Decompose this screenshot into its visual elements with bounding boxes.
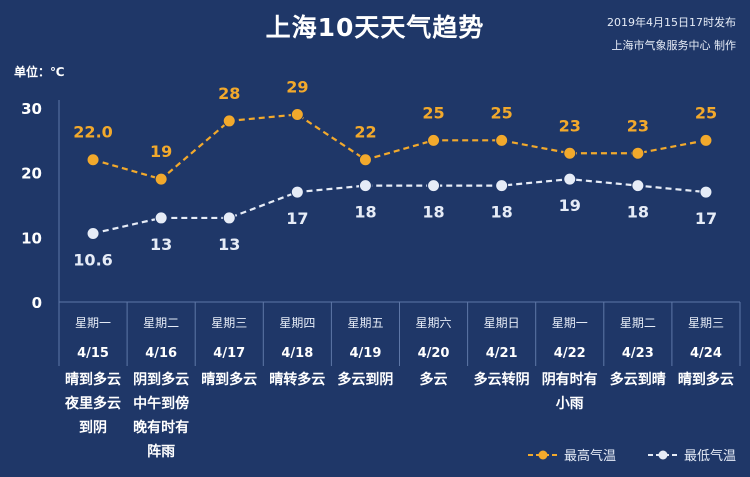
- weather-description: 多云: [419, 372, 448, 388]
- low-temp-point: [495, 179, 509, 193]
- low-temp-label: 13: [150, 235, 172, 254]
- high-temp-label: 23: [559, 116, 581, 135]
- maker-credit: 上海市气象服务中心 制作: [611, 39, 737, 52]
- legend-low-marker: [648, 450, 678, 459]
- high-temp-label: 29: [286, 77, 308, 96]
- high-temp-point: [86, 153, 100, 167]
- y-tick-label: 20: [21, 165, 42, 183]
- weather-description: 多云到阴: [337, 372, 394, 388]
- weekday-label: 星期二: [143, 316, 179, 330]
- low-temp-label: 17: [695, 209, 717, 228]
- low-temp-label: 18: [354, 203, 376, 222]
- weekday-label: 星期一: [552, 316, 588, 330]
- high-temp-label: 19: [150, 142, 172, 161]
- x-tick-label: 4/21: [486, 346, 518, 361]
- low-temp-point: [86, 226, 100, 240]
- low-temp-point: [290, 185, 304, 199]
- low-temp-label: 18: [422, 203, 444, 222]
- weekday-label: 星期二: [620, 316, 656, 330]
- high-temp-point: [563, 146, 577, 160]
- weather-description: 多云到晴: [609, 372, 666, 388]
- weather-description: 阴有时有 小雨: [541, 372, 598, 412]
- high-temp-point: [699, 133, 713, 147]
- high-temp-label: 25: [422, 103, 444, 122]
- weekday-label: 星期五: [347, 316, 383, 330]
- legend-high: 最高气温: [528, 445, 616, 464]
- low-temp-label: 18: [491, 203, 513, 222]
- high-temp-point: [154, 172, 168, 186]
- low-temp-label: 18: [627, 203, 649, 222]
- x-tick-label: 4/22: [554, 346, 586, 361]
- x-tick-label: 4/19: [350, 346, 382, 361]
- weekday-label: 星期三: [688, 316, 724, 330]
- y-tick-label: 30: [21, 100, 42, 118]
- low-temp-label: 19: [559, 196, 581, 215]
- high-temp-label: 25: [491, 103, 513, 122]
- y-tick-label: 0: [32, 294, 42, 312]
- low-temp-label: 13: [218, 235, 240, 254]
- weekday-label: 星期六: [416, 316, 452, 330]
- high-temp-label: 22: [354, 123, 376, 142]
- weekday-label: 星期一: [75, 316, 111, 330]
- unit-label: 单位：℃: [14, 65, 65, 79]
- weekday-label: 星期四: [279, 316, 315, 330]
- low-temp-line: [92, 178, 707, 235]
- weather-description: 晴到多云: [677, 372, 734, 388]
- legend-low-label: 最低气温: [684, 449, 737, 464]
- low-temp-point: [358, 179, 372, 193]
- publish-time: 2019年4月15日17时发布: [607, 16, 736, 29]
- weather-description: 晴到多云 夜里多云 到阴: [65, 372, 121, 436]
- high-temp-label: 22.0: [73, 123, 112, 142]
- low-temp-point: [427, 179, 441, 193]
- high-temp-label: 28: [218, 84, 240, 103]
- weather-description: 晴转多云: [269, 372, 326, 388]
- high-temp-point: [358, 153, 372, 167]
- x-tick-label: 4/20: [418, 346, 450, 361]
- legend-low: 最低气温: [648, 445, 736, 464]
- high-temp-line: [92, 113, 707, 181]
- high-temp-point: [495, 133, 509, 147]
- x-tick-label: 4/18: [281, 346, 313, 361]
- high-temp-label: 25: [695, 103, 717, 122]
- x-tick-label: 4/15: [77, 346, 109, 361]
- x-tick-label: 4/24: [690, 346, 722, 361]
- weather-description: 晴到多云: [201, 372, 258, 388]
- high-temp-point: [427, 133, 441, 147]
- low-temp-label: 17: [286, 209, 308, 228]
- low-temp-point: [154, 211, 168, 225]
- low-temp-point: [631, 179, 645, 193]
- high-temp-point: [631, 146, 645, 160]
- weather-description: 多云转阴: [473, 372, 530, 388]
- low-temp-point: [222, 211, 236, 225]
- x-tick-label: 4/16: [145, 346, 177, 361]
- legend-high-marker: [528, 450, 558, 459]
- legend-high-label: 最高气温: [564, 449, 617, 464]
- x-tick-label: 4/17: [213, 346, 245, 361]
- weekday-label: 星期三: [211, 316, 247, 330]
- high-temp-label: 23: [627, 116, 649, 135]
- x-tick-label: 4/23: [622, 346, 654, 361]
- high-temp-point: [222, 114, 236, 128]
- high-temp-point: [290, 107, 304, 121]
- low-temp-point: [563, 172, 577, 186]
- low-temp-label: 10.6: [73, 250, 112, 269]
- page-title: 上海10天天气趋势: [265, 13, 485, 42]
- low-temp-point: [699, 185, 713, 199]
- weekday-label: 星期日: [484, 316, 520, 330]
- weather-description: 阴到多云 中午到傍 晚有时有 阵雨: [133, 372, 190, 460]
- y-tick-label: 10: [21, 229, 42, 247]
